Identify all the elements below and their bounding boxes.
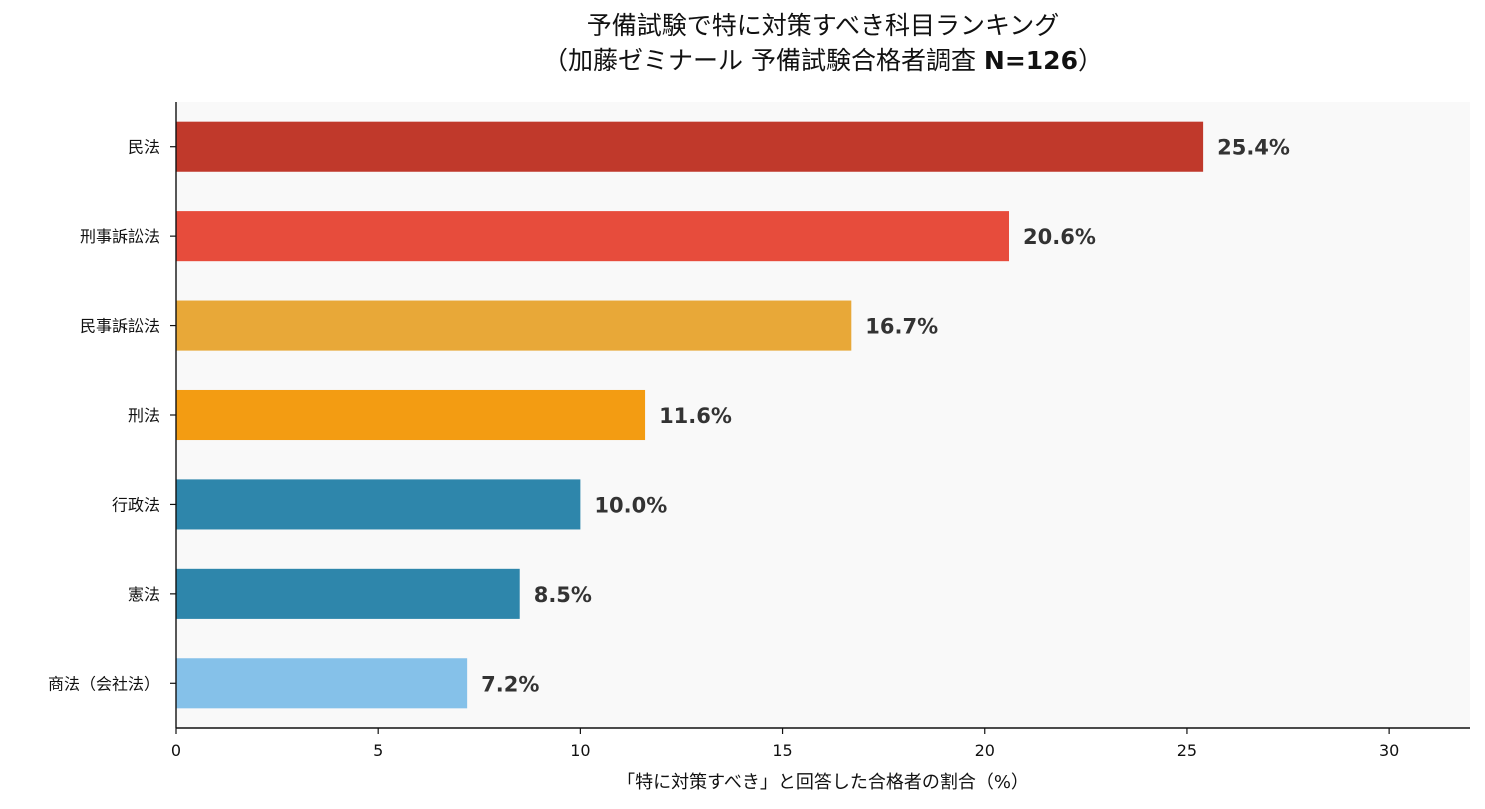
chart-subtitle-suffix: ） (1078, 46, 1103, 75)
x-tick-label: 15 (772, 741, 792, 760)
value-label: 16.7% (865, 315, 938, 339)
x-tick-label: 10 (570, 741, 590, 760)
value-label: 25.4% (1217, 136, 1290, 160)
bar (176, 479, 581, 530)
y-tick-label: 刑事訴訟法 (80, 227, 160, 246)
bar (176, 568, 520, 619)
bars-layer: 25.4% 20.6% 16.7% 11.6% 10.0% 8.5% 7.2% (176, 121, 1290, 709)
chart-title: 予備試験で特に対策すべき科目ランキング (587, 11, 1060, 40)
bar (176, 658, 468, 709)
x-tick-label: 0 (171, 741, 181, 760)
bar (176, 389, 646, 441)
value-label: 11.6% (659, 404, 732, 428)
y-tick-label: 刑法 (128, 406, 160, 425)
y-tick-label: 民事訴訟法 (80, 317, 160, 336)
bar (176, 300, 852, 351)
y-tick-label: 行政法 (112, 495, 160, 514)
y-tick-label: 憲法 (128, 585, 160, 604)
bar (176, 121, 1204, 172)
value-label: 8.5% (534, 583, 592, 607)
x-tick-label: 30 (1379, 741, 1399, 760)
x-tick-label: 20 (975, 741, 995, 760)
y-tick-label: 商法（会社法） (48, 674, 160, 693)
chart-subtitle-prefix: （加藤ゼミナール 予備試験合格者調査 (543, 46, 984, 75)
chart-subtitle-sample-size: N=126 (984, 46, 1078, 75)
x-axis-label: 「特に対策すべき」と回答した合格者の割合（%） (617, 772, 1029, 793)
y-tick-label: 民法 (128, 138, 160, 157)
x-tick-label: 5 (373, 741, 383, 760)
value-label: 7.2% (481, 672, 539, 696)
value-label: 20.6% (1023, 225, 1096, 249)
value-label: 10.0% (594, 493, 667, 517)
x-tick-label: 25 (1177, 741, 1197, 760)
bar (176, 211, 1010, 262)
chart-subtitle: （加藤ゼミナール 予備試験合格者調査 N=126） (543, 46, 1103, 75)
